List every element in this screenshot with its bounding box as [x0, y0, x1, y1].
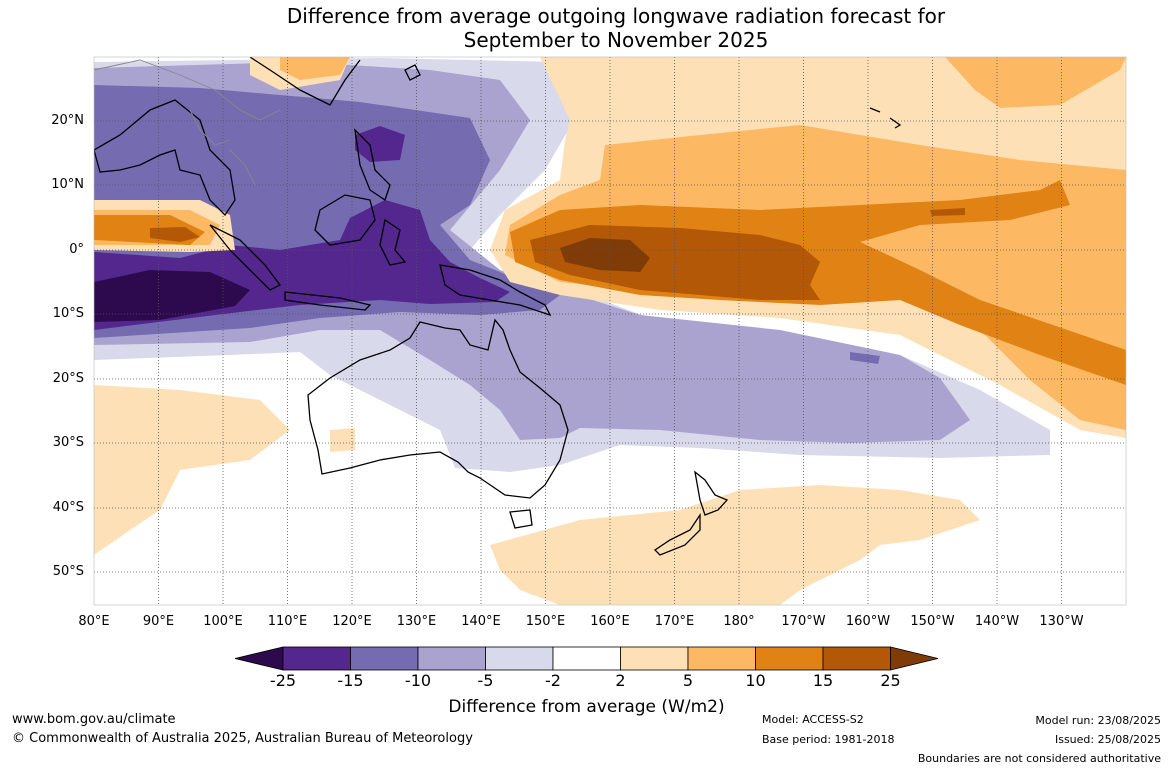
philippines-coastline: [354, 128, 391, 202]
colorbar-swatch-5: [552, 646, 621, 671]
anomaly-minus-10-to-minus-15-south-pacific: [850, 352, 880, 364]
lon-label-160w: 160°W: [845, 614, 891, 629]
australia-coastline: [307, 318, 569, 499]
chart-title: Difference from average outgoing longwav…: [0, 4, 1173, 52]
colorbar-tick-plus-15: 15: [812, 671, 834, 690]
colorbar-tick-plus-10: 10: [745, 671, 766, 690]
colorbar-tick-plus-2: 2: [615, 671, 626, 690]
lon-label-170w: 170°W: [781, 614, 826, 629]
title-line-1: Difference from average outgoing longwav…: [286, 4, 946, 28]
anomaly-above-plus-25: [560, 238, 650, 272]
java-coastline: [284, 291, 372, 311]
colorbar-swatch-4: [485, 646, 554, 671]
new-zealand-south-coastline: [653, 512, 701, 556]
lat-label-30s: 30°S: [52, 435, 84, 450]
colorbar-tick-minus-25: -25: [269, 671, 297, 690]
sulawesi-coastline: [379, 218, 407, 266]
colorbar-swatch-6: [620, 646, 689, 671]
colorbar-swatch-1: [282, 646, 351, 671]
footer-model-run: Model run: 23/08/2025: [1035, 714, 1161, 727]
anomaly-below-minus-25: [94, 270, 250, 322]
new-zealand-north-coastline: [694, 470, 729, 516]
lat-label-0: 0°: [69, 242, 84, 257]
tasmania-coastline: [509, 509, 533, 529]
lon-label-150e: 150°E: [525, 614, 566, 629]
lat-label-20s: 20°S: [52, 371, 84, 386]
lat-label-10n: 10°N: [51, 177, 84, 192]
japan-coastline: [404, 64, 421, 81]
lon-label-140w: 140°W: [974, 614, 1020, 629]
footer-url: www.bom.gov.au/climate: [12, 712, 176, 727]
negative-anomaly-regions: [94, 58, 1050, 472]
colorbar-swatch-7: [687, 646, 756, 671]
lon-label-150w: 150°W: [910, 614, 955, 629]
lat-label-10s: 10°S: [52, 306, 84, 321]
colorbar-tick-minus-10: -10: [404, 671, 432, 690]
map-gridlines: [94, 57, 1126, 605]
coastlines: [94, 57, 902, 556]
colorbar-title: Difference from average (W/m2): [448, 697, 725, 717]
colorbar-tick-minus-5: -5: [477, 671, 494, 690]
footer-base-period: Base period: 1981-2018: [762, 733, 895, 746]
lon-label-130e: 130°E: [396, 614, 437, 629]
sumatra-coastline: [209, 224, 281, 291]
colorbar-tick-minus-15: -15: [337, 671, 364, 690]
new-guinea-coastline: [439, 264, 552, 317]
lon-label-140e: 140°E: [461, 614, 501, 629]
title-line-2: September to November 2025: [463, 28, 769, 52]
lon-label-100e: 100°E: [203, 614, 243, 629]
footer-disclaimer: Boundaries are not considered authoritat…: [917, 752, 1161, 765]
colorbar-tick-minus-2: -2: [545, 671, 561, 690]
lon-label-130w: 130°W: [1039, 614, 1084, 629]
lon-label-170e: 170°E: [654, 614, 695, 629]
footer-issued: Issued: 25/08/2025: [1054, 733, 1161, 746]
southeast-asia-coastline: [94, 99, 236, 217]
hawaii-coastline: [869, 107, 902, 129]
anomaly-plus-15-to-plus-25: [150, 208, 965, 300]
lon-label-160e: 160°E: [590, 614, 630, 629]
colorbar-swatch-9: [822, 646, 891, 671]
forecast-map: [93, 56, 1127, 606]
borneo-coastline: [314, 194, 376, 246]
anomaly-plus-2-to-plus-5-south: [94, 385, 980, 605]
footer-model: Model: ACCESS-S2: [762, 713, 864, 726]
lon-label-90e: 90°E: [142, 614, 175, 629]
colorbar-swatch-3: [417, 646, 486, 671]
country-borders: [94, 59, 281, 186]
lat-label-20n: 20°N: [51, 113, 84, 128]
lat-label-50s: 50°S: [52, 564, 84, 579]
lon-label-180: 180°: [723, 614, 755, 629]
lon-label-120e: 120°E: [332, 614, 372, 629]
lon-label-110e: 110°E: [267, 614, 308, 629]
lat-label-40s: 40°S: [52, 500, 84, 515]
colorbar-tick-plus-5: 5: [682, 671, 694, 690]
colorbar-swatch-2: [350, 646, 419, 671]
colorbar-tick-plus-25: 25: [880, 671, 901, 690]
colorbar-extend-low: [234, 646, 284, 671]
lon-label-80e: 80°E: [78, 614, 110, 629]
colorbar-swatch-8: [755, 646, 824, 671]
china-coastline: [249, 57, 361, 106]
colorbar-swatches: [234, 646, 939, 671]
footer-copyright: © Commonwealth of Australia 2025, Austra…: [12, 731, 473, 746]
colorbar-extend-high: [890, 646, 939, 671]
